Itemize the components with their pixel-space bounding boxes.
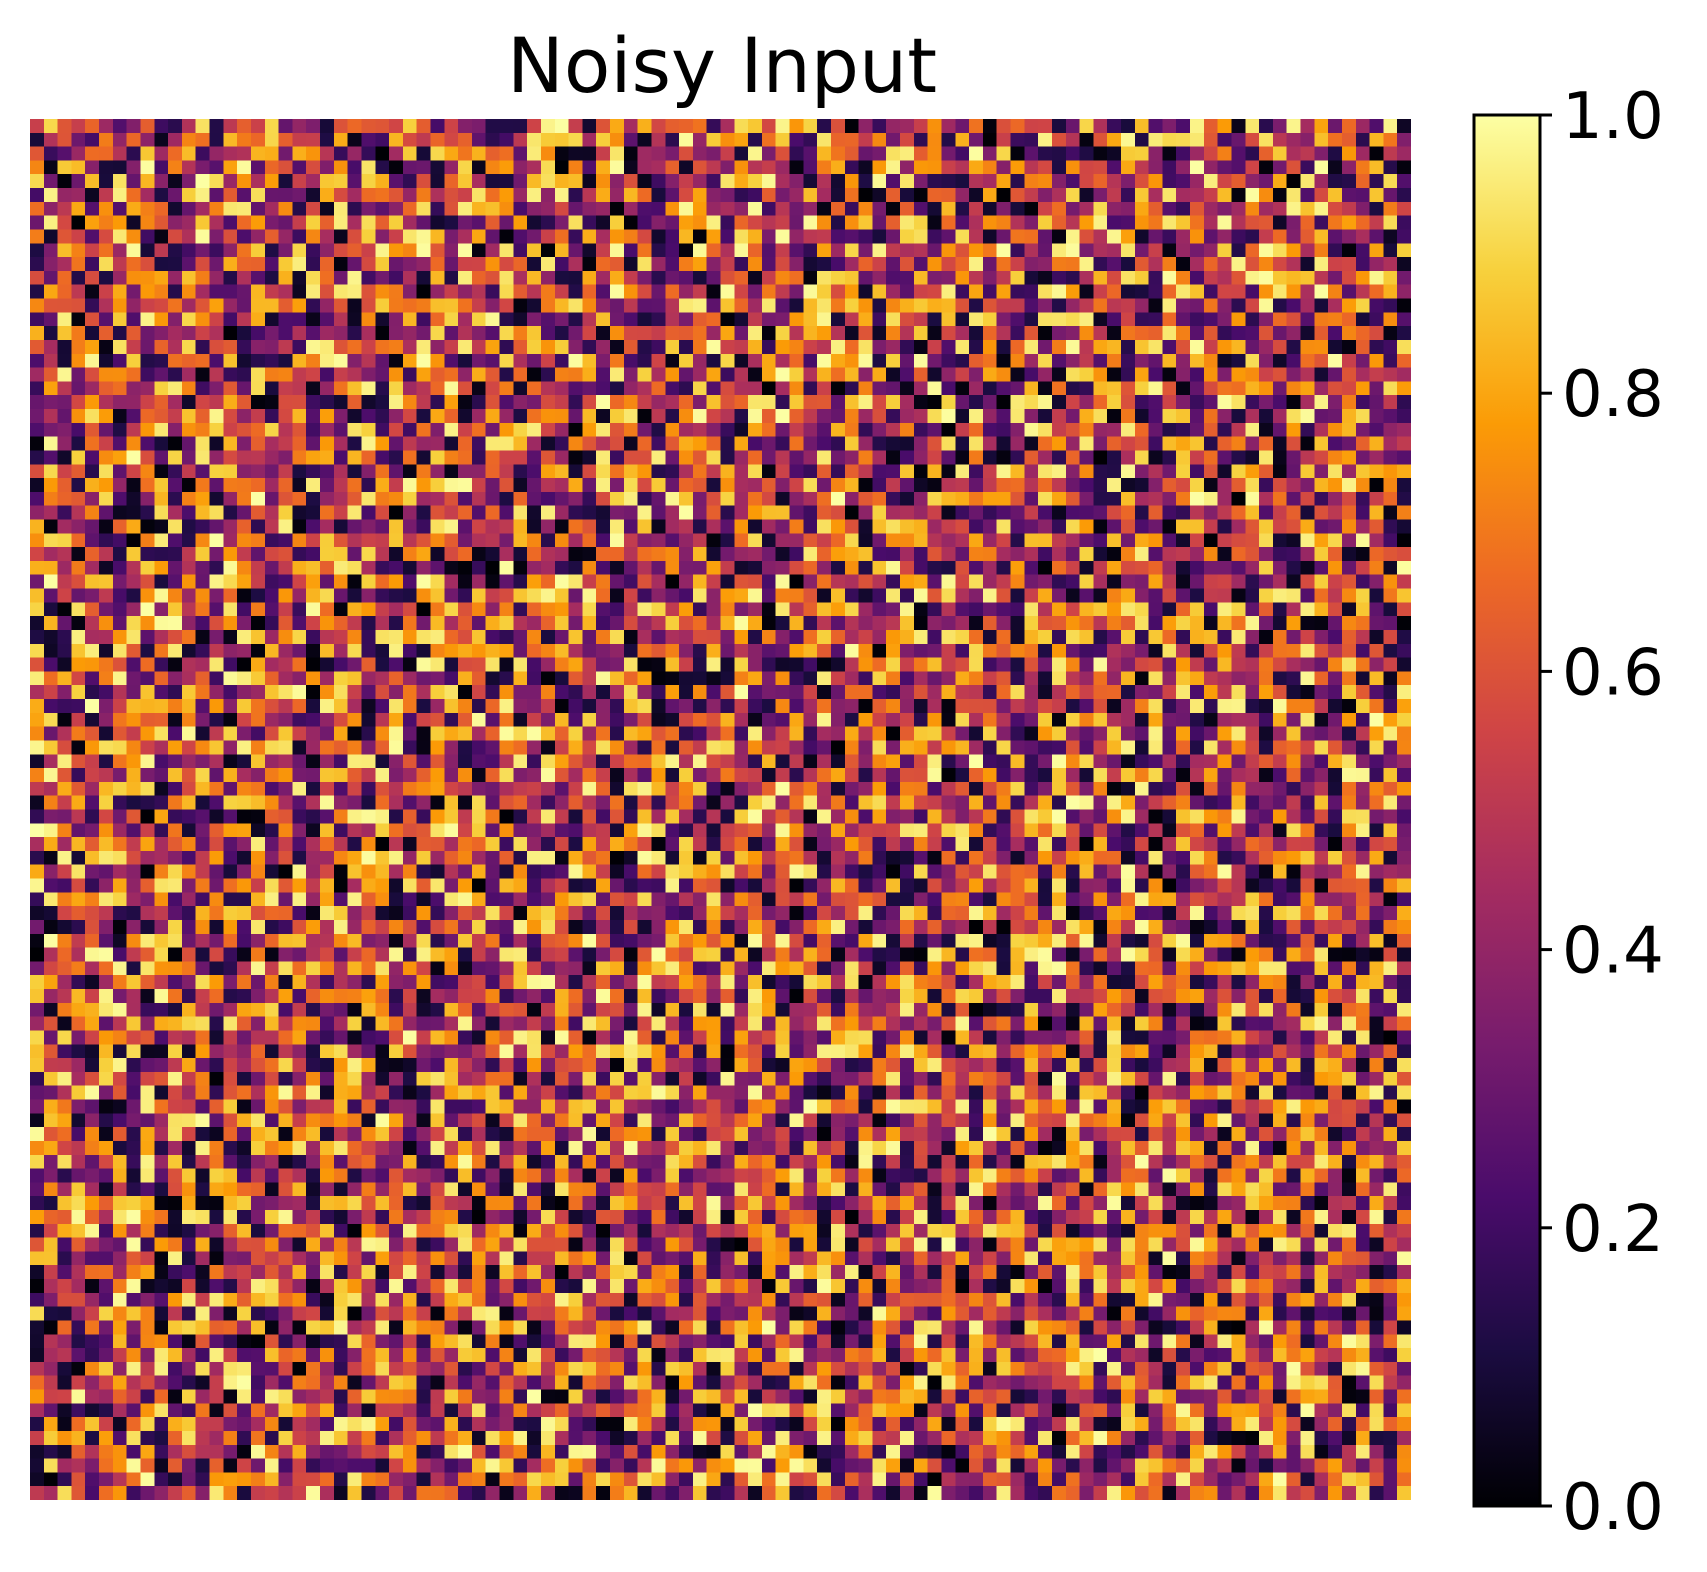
colorbar-tick-label: 0.4 xyxy=(1562,915,1664,989)
heatmap-plot xyxy=(30,119,1411,1500)
colorbar-tick-label: 0.0 xyxy=(1562,1471,1664,1545)
colorbar-tick-label: 0.2 xyxy=(1562,1193,1664,1267)
chart-title: Noisy Input xyxy=(507,21,937,110)
colorbar-frame xyxy=(1472,113,1542,1508)
colorbar-tick-label: 1.0 xyxy=(1562,80,1664,154)
colorbar-tick-label: 0.6 xyxy=(1562,636,1664,710)
heatmap-image xyxy=(30,119,1411,1500)
colorbar-tick-label: 0.8 xyxy=(1562,358,1664,432)
colorbar-ticks: 0.0 0.2 0.4 0.6 0.8 1.0 xyxy=(1540,80,1664,1545)
colorbar-gradient xyxy=(1474,115,1540,1506)
colorbar: 0.0 0.2 0.4 0.6 0.8 1.0 xyxy=(1472,80,1664,1545)
